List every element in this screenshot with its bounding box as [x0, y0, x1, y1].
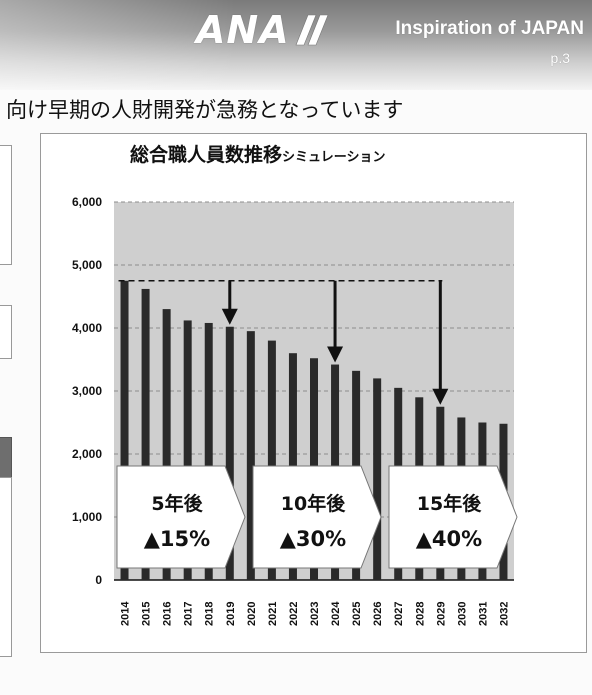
- x-tick-label: 2028: [414, 602, 426, 626]
- callout-period: 15年後: [417, 492, 482, 515]
- x-tick-label: 2031: [477, 602, 489, 626]
- x-tick-label: 2030: [456, 602, 468, 626]
- callout-change: ▲15%: [144, 527, 210, 551]
- callout-change: ▲30%: [280, 527, 346, 551]
- callout-period: 5年後: [151, 492, 203, 515]
- callout-box: [252, 465, 382, 569]
- left-panel-box-2: [0, 305, 12, 359]
- page-headline: 向け早期の人財開発が急務となっています: [6, 98, 404, 122]
- x-tick-label: 2018: [204, 602, 216, 626]
- bar: [373, 378, 382, 580]
- chart-title-suffix: シミュレーション: [282, 150, 386, 165]
- x-tick-label: 2014: [120, 601, 132, 626]
- x-tick-label: 2027: [393, 602, 405, 626]
- callout-box: [116, 465, 246, 569]
- x-tick-label: 2032: [498, 602, 510, 626]
- x-tick-label: 2029: [435, 602, 447, 626]
- x-tick-label: 2021: [267, 602, 279, 626]
- tagline: Inspiration of JAPAN: [395, 18, 584, 39]
- callout-period: 10年後: [281, 492, 346, 515]
- bar: [183, 320, 192, 580]
- x-tick-label: 2022: [288, 602, 300, 626]
- callout-box: [388, 465, 518, 569]
- bar: [267, 340, 276, 580]
- page-number: p.3: [550, 50, 570, 66]
- x-tick-label: 2024: [330, 601, 342, 626]
- left-panel-box-1: [0, 145, 12, 265]
- callout-change: ▲40%: [416, 527, 482, 551]
- x-tick-label: 2020: [246, 602, 258, 626]
- y-tick-label: 1,000: [72, 510, 102, 524]
- y-tick-label: 6,000: [72, 195, 102, 209]
- x-tick-label: 2019: [225, 602, 237, 626]
- bar: [246, 331, 255, 580]
- y-tick-label: 4,000: [72, 321, 102, 335]
- drop-arrow-head: [221, 308, 238, 325]
- x-tick-label: 2017: [183, 602, 195, 626]
- brand-logo: ANA: [196, 8, 336, 52]
- x-tick-label: 2026: [372, 602, 384, 626]
- y-tick-label: 2,000: [72, 447, 102, 461]
- chart-title-main: 総合職人員数推移: [130, 144, 283, 166]
- x-tick-label: 2015: [141, 602, 153, 626]
- bar: [141, 288, 150, 580]
- drop-arrow-head: [327, 346, 344, 363]
- bar: [225, 326, 234, 580]
- bar: [120, 280, 129, 580]
- bar: [162, 309, 171, 580]
- drop-arrow-head: [432, 388, 449, 405]
- stripes-icon: [295, 14, 329, 46]
- x-tick-label: 2025: [351, 602, 363, 626]
- bar: [204, 322, 213, 580]
- left-panel-box-4: [0, 477, 12, 657]
- y-tick-label: 3,000: [72, 384, 102, 398]
- x-tick-label: 2023: [309, 602, 321, 626]
- y-tick-label: 0: [95, 573, 102, 587]
- y-tick-label: 5,000: [72, 258, 102, 272]
- chart-title: 総合職人員数推移シミュレーション: [0, 140, 592, 167]
- brand-wordmark: ANA: [196, 8, 290, 52]
- x-tick-label: 2016: [162, 602, 174, 626]
